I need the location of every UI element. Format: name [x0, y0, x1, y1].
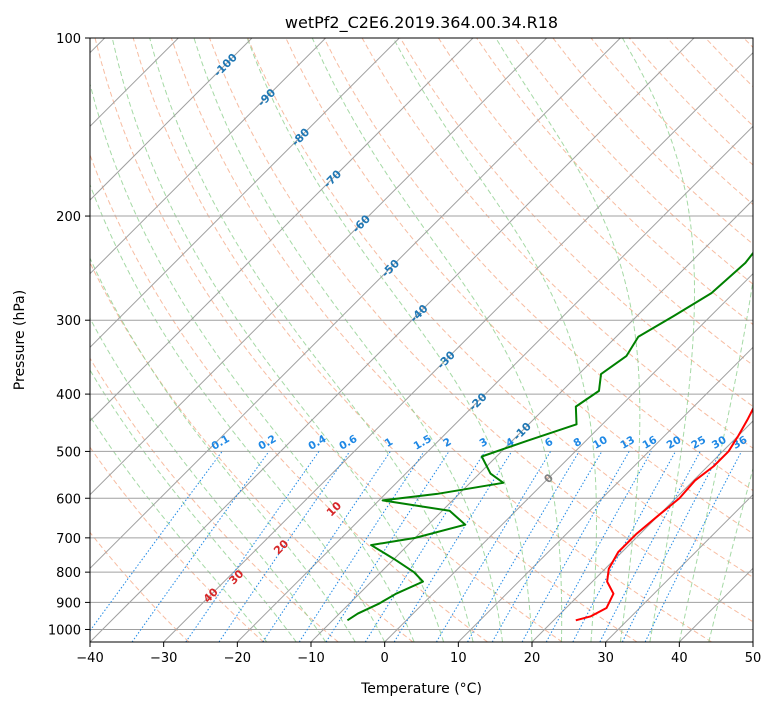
mixing-ratio-line: [521, 451, 630, 642]
x-tick-label: −20: [224, 651, 251, 666]
y-axis: 100 200 300 400 500 600 700 800 900 1000: [48, 32, 90, 638]
temperature-profile-line: [575, 406, 753, 622]
plot-frame: [89, 37, 754, 643]
y-axis-label: Pressure (hPa): [12, 290, 28, 390]
moist-adiabat-line: [90, 183, 386, 642]
x-tick-label: −10: [297, 651, 324, 666]
moist-adiabat-line: [622, 38, 696, 642]
isotherm-line: [531, 420, 753, 642]
isotherm-line: [90, 38, 548, 496]
moist-adiabat-line: [149, 38, 474, 642]
y-tick-label: 400: [56, 388, 81, 403]
mixing-ratio-lines: [90, 451, 742, 642]
mixing-ratio-line: [621, 451, 722, 642]
x-tick-label: 20: [524, 651, 541, 666]
mixing-ratio-line: [90, 451, 223, 632]
moist-adiabat-line: [111, 38, 445, 642]
moist-adiabat-line: [90, 415, 268, 642]
x-tick-label: 0: [381, 651, 389, 666]
isotherm-line: [90, 38, 695, 642]
moist-adiabat-line: [90, 81, 415, 642]
isotherm-line: [90, 38, 327, 275]
isotherm-line: [605, 493, 753, 642]
chart-title: wetPf2_C2E6.2019.364.00.34.R18: [285, 13, 558, 33]
dry-adiabat-line: [170, 38, 712, 642]
mixing-ratio-line: [298, 451, 425, 642]
x-tick-label: 10: [450, 651, 467, 666]
moist-adiabats: [90, 38, 753, 642]
dry-adiabat-line: [132, 38, 638, 642]
mixing-ratio-line: [131, 451, 270, 642]
isotherm-line: [90, 38, 253, 201]
mixing-ratio-line: [599, 451, 701, 642]
y-tick-label: 1000: [48, 623, 81, 638]
moist-adiabat-line: [90, 317, 327, 642]
moist-adiabat-line: [311, 38, 563, 642]
dry-adiabat-line: [94, 38, 563, 642]
moist-adiabat-line: [246, 38, 533, 642]
y-tick-label: 300: [56, 314, 81, 329]
mixing-ratio-line: [393, 451, 513, 642]
dry-adiabat-line: [90, 153, 488, 642]
y-tick-label: 500: [56, 445, 81, 460]
dewpoint-profile-line: [346, 251, 753, 622]
mixing-ratio-line: [545, 451, 652, 642]
moist-adiabat-line: [90, 257, 356, 642]
dry-adiabat-line: [209, 38, 753, 623]
isotherms: [90, 38, 753, 642]
dry-adiabats: [90, 38, 753, 642]
dry-adiabat-line: [399, 38, 753, 408]
profiles: [346, 251, 753, 622]
y-tick-label: 600: [56, 492, 81, 507]
isotherm-line: [90, 38, 621, 570]
y-tick-label: 900: [56, 596, 81, 611]
moist-adiabat-line: [193, 38, 504, 642]
dry-adiabat-line: [247, 38, 753, 578]
moist-adiabat-line: [678, 38, 753, 642]
mixing-ratio-line: [572, 451, 676, 642]
isotherm-line: [236, 125, 753, 642]
y-tick-label: 800: [56, 566, 81, 581]
dry-adiabat-line: [90, 357, 339, 642]
dry-adiabat-line: [438, 38, 753, 366]
mixing-ratio-line: [218, 451, 351, 642]
y-tick-label: 100: [56, 32, 81, 47]
isotherm-line: [457, 346, 753, 642]
moist-adiabat-line: [392, 38, 597, 642]
isotherm-line: [310, 199, 753, 642]
y-tick-label: 200: [56, 210, 81, 225]
x-tick-label: −30: [150, 651, 177, 666]
dry-adiabat-line: [323, 38, 753, 492]
x-tick-label: 30: [597, 651, 614, 666]
dry-adiabat-line: [90, 531, 190, 642]
x-axis-label: Temperature (°C): [360, 681, 482, 697]
moist-adiabat-line: [708, 466, 753, 642]
dry-adiabat-line: [90, 446, 264, 642]
dry-adiabat-line: [514, 38, 753, 285]
isobars: [90, 38, 753, 630]
x-tick-label: −40: [76, 651, 103, 666]
moist-adiabat-line: [495, 38, 641, 642]
mixing-ratio-line: [185, 451, 320, 642]
mixing-ratio-line: [262, 451, 391, 642]
isotherm-line: [90, 38, 474, 422]
y-tick-label: 700: [56, 532, 81, 547]
isotherm-line: [384, 272, 753, 642]
mixing-ratio-line: [644, 451, 742, 642]
x-tick-label: 50: [745, 651, 762, 666]
mixing-ratio-line: [325, 451, 450, 642]
x-tick-label: 40: [671, 651, 688, 666]
isotherm-line: [90, 38, 400, 349]
isotherm-line: [163, 51, 753, 642]
x-axis: −40 −30 −20 −10 0 10 20 30 40 50: [76, 642, 761, 666]
mixing-ratio-line: [364, 451, 486, 642]
